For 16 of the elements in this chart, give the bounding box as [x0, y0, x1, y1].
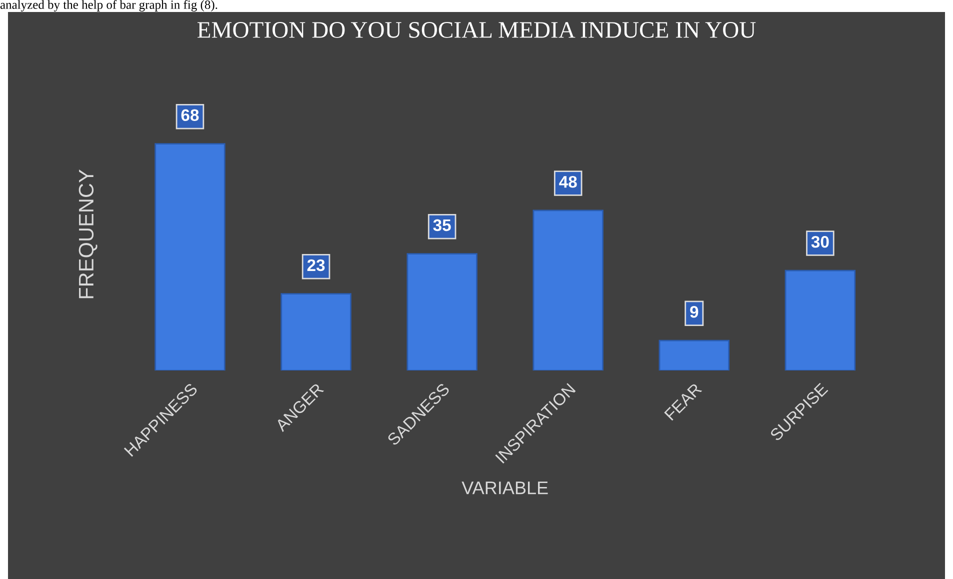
bar	[406, 253, 478, 371]
bar	[280, 293, 352, 371]
bar	[154, 143, 226, 371]
data-label: 23	[307, 259, 325, 272]
y-axis-title: FREQUENCY	[78, 170, 98, 298]
chart-title: EMOTION DO YOU SOCIAL MEDIA INDUCE IN YOU	[197, 22, 756, 38]
data-label: 68	[181, 109, 199, 122]
bar	[658, 340, 730, 371]
data-label: 35	[433, 219, 451, 232]
data-label: 9	[690, 306, 698, 318]
x-axis-title: VARIABLE	[462, 482, 548, 494]
bar	[784, 270, 856, 371]
text: analyzed by the help of bar graph in fig (8).	[0, 0, 218, 12]
data-label: 48	[559, 176, 577, 188]
bar	[532, 210, 604, 371]
data-label: 30	[811, 236, 829, 248]
